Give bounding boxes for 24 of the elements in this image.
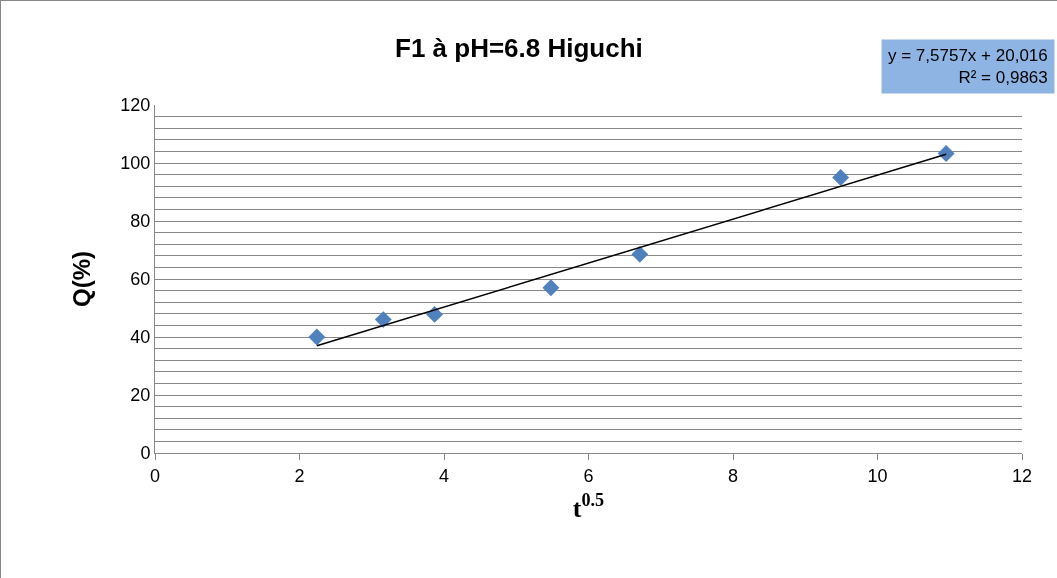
y-axis-title: Q(%) [68, 251, 96, 307]
chart-title: F1 à pH=6.8 Higuchi [395, 32, 643, 63]
point [308, 328, 326, 346]
point [937, 144, 955, 162]
point [631, 245, 649, 263]
point [832, 169, 850, 186]
point [542, 279, 560, 297]
x-tick-label: 2 [294, 465, 305, 486]
point [426, 305, 444, 323]
y-tick-label: 0 [140, 443, 151, 464]
y-tick-label: 20 [130, 385, 151, 406]
x-tick-label: 10 [867, 465, 888, 486]
text: y = 7,5757x + 20,016 R² = 0,9863 [888, 46, 1048, 88]
y-tick-label: 40 [130, 327, 151, 348]
y-tick-label: 100 [120, 153, 151, 174]
y-tick-label: 120 [120, 95, 151, 116]
x-tick-label: 8 [727, 465, 739, 486]
x-tick-label: 4 [438, 465, 450, 486]
point [374, 311, 392, 329]
y-tick-label: 60 [130, 269, 151, 290]
x-tick-label: 6 [583, 465, 594, 486]
x-tick-label: 12 [1011, 465, 1033, 486]
y-tick-label: 80 [130, 211, 151, 232]
x-axis-title: t$^{0.5}$ [572, 490, 605, 524]
